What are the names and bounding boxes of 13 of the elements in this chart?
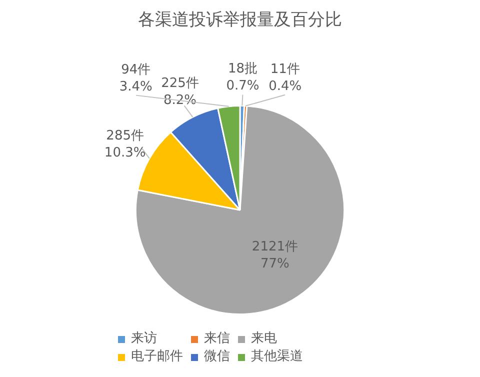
legend-label: 来信 [203,330,230,348]
legend-label: 其他渠道 [250,348,303,366]
data-label: 225件 8.2% [161,76,199,108]
legend-label: 电子邮件 [130,348,183,366]
data-label: 2121件 77% [252,239,298,272]
legend-label: 微信 [203,348,230,366]
legend-label: 来访 [130,330,158,348]
legend-label: 来电 [250,330,278,348]
data-label: 285件 10.3% [104,128,146,160]
data-label: 11件 0.4% [268,62,302,94]
data-label: 94件 3.4% [119,62,152,94]
data-label: 18批 0.7% [226,62,260,94]
chart-title: 各渠道投诉举报量及百分比 [137,9,343,31]
